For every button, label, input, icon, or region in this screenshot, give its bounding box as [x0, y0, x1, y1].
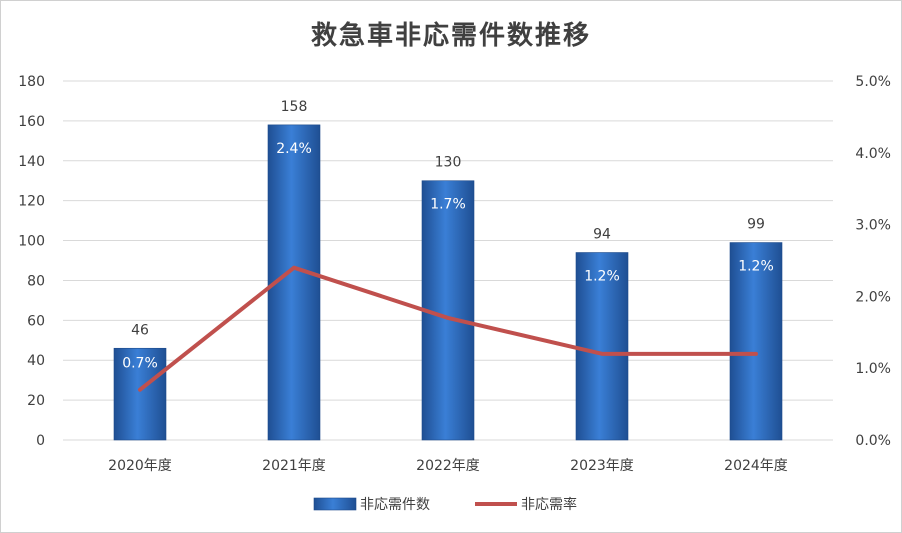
chart-title: 救急車非応需件数推移	[310, 21, 591, 51]
y-tick-left: 160	[18, 114, 45, 130]
y-tick-left: 20	[27, 393, 45, 409]
rate-value-label: 1.7%	[430, 197, 466, 213]
y-tick-right: 0.0%	[855, 433, 891, 449]
y-tick-left: 180	[18, 74, 45, 90]
y-tick-right: 1.0%	[855, 361, 891, 377]
y-tick-left: 100	[18, 234, 45, 250]
y-tick-left: 140	[18, 154, 45, 170]
x-tick-label: 2020年度	[108, 458, 172, 474]
bar-value-label: 158	[281, 99, 308, 115]
rate-line	[138, 265, 758, 392]
y-tick-right: 2.0%	[855, 289, 891, 305]
bar	[729, 242, 783, 441]
bar-value-label: 99	[747, 217, 765, 233]
y-tick-right: 3.0%	[855, 218, 891, 234]
bar-value-label: 46	[131, 322, 149, 338]
x-tick-label: 2021年度	[262, 458, 326, 474]
bar-value-label: 94	[593, 227, 611, 243]
rate-value-label: 2.4%	[276, 141, 312, 157]
rate-value-label: 1.2%	[584, 269, 620, 285]
rate-value-label: 0.7%	[122, 356, 158, 372]
rate-value-label: 1.2%	[738, 259, 774, 275]
y-tick-left: 0	[36, 433, 45, 449]
bar	[113, 347, 167, 441]
legend-label-bars: 非応需件数	[360, 497, 430, 513]
y-tick-left: 40	[27, 353, 45, 369]
bar	[575, 252, 629, 441]
bar-value-label: 130	[435, 155, 462, 171]
x-tick-label: 2022年度	[416, 458, 480, 474]
x-tick-label: 2023年度	[570, 458, 634, 474]
y-tick-left: 80	[27, 273, 45, 289]
legend-swatch-bars	[313, 497, 357, 511]
y-tick-right: 4.0%	[855, 146, 891, 162]
y-tick-right: 5.0%	[855, 74, 891, 90]
y-tick-left: 120	[18, 194, 45, 210]
x-tick-label: 2024年度	[724, 458, 788, 474]
y-tick-left: 60	[27, 313, 45, 329]
legend-label-line: 非応需率	[521, 496, 577, 513]
